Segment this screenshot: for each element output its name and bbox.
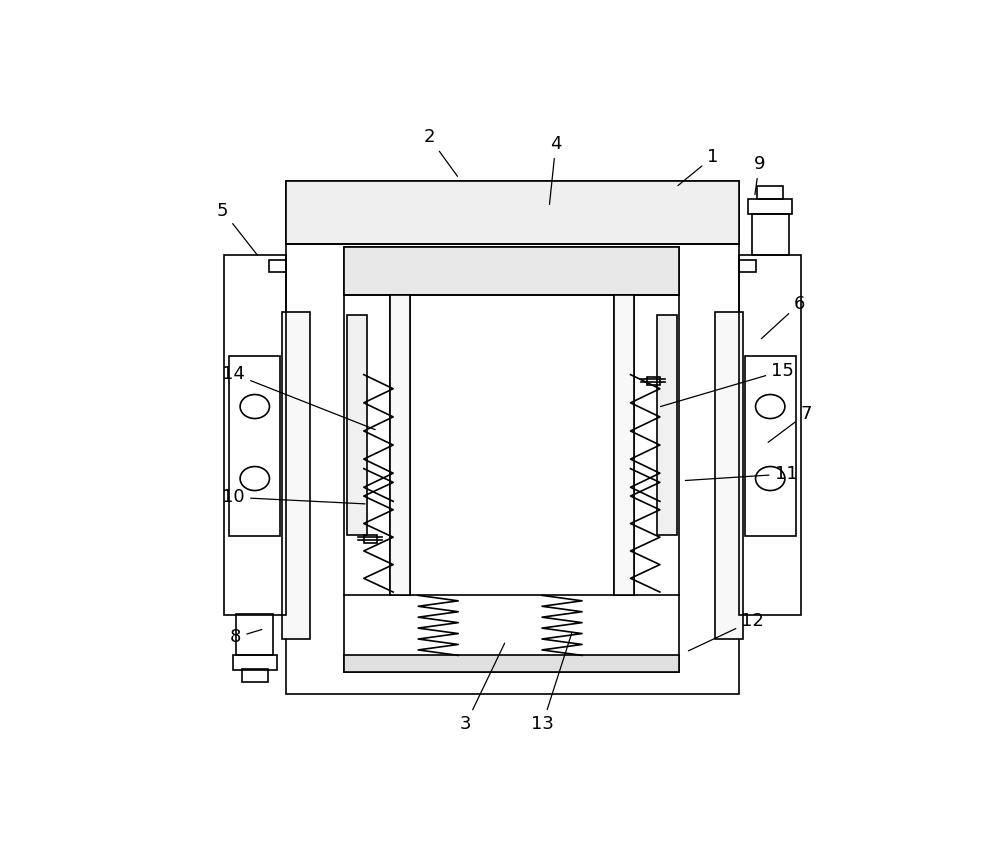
Bar bbox=[647, 377, 660, 385]
Bar bbox=[614, 294, 634, 595]
Bar bbox=[286, 181, 739, 694]
Text: 5: 5 bbox=[217, 202, 257, 255]
Text: 14: 14 bbox=[222, 365, 375, 430]
Bar bbox=[748, 199, 792, 214]
Text: 11: 11 bbox=[685, 465, 797, 483]
Text: 3: 3 bbox=[460, 643, 505, 733]
Bar bbox=[344, 247, 679, 672]
Bar bbox=[752, 214, 789, 255]
Bar bbox=[745, 356, 796, 536]
Bar bbox=[344, 247, 679, 294]
Text: 9: 9 bbox=[753, 155, 765, 195]
Text: 6: 6 bbox=[761, 295, 805, 339]
Bar bbox=[282, 312, 310, 639]
Bar bbox=[657, 314, 677, 534]
Bar bbox=[344, 656, 679, 672]
Bar bbox=[364, 534, 377, 543]
Text: 4: 4 bbox=[549, 135, 562, 204]
Bar bbox=[390, 294, 410, 595]
Text: 15: 15 bbox=[661, 362, 794, 406]
Bar bbox=[236, 614, 273, 656]
Text: 1: 1 bbox=[678, 148, 718, 185]
Bar bbox=[757, 186, 783, 199]
Bar bbox=[715, 312, 743, 639]
Bar bbox=[269, 260, 286, 272]
Text: 10: 10 bbox=[222, 488, 365, 507]
Bar bbox=[347, 314, 367, 534]
Text: 8: 8 bbox=[230, 629, 262, 646]
Text: 12: 12 bbox=[688, 611, 764, 651]
Bar bbox=[739, 255, 801, 616]
Bar bbox=[224, 255, 286, 616]
Text: 7: 7 bbox=[768, 405, 812, 443]
Text: 13: 13 bbox=[531, 633, 572, 733]
Text: 2: 2 bbox=[423, 128, 458, 177]
Bar bbox=[233, 656, 277, 670]
Bar bbox=[242, 669, 268, 682]
Bar bbox=[286, 181, 739, 244]
Bar bbox=[229, 356, 280, 536]
Bar bbox=[739, 260, 756, 272]
